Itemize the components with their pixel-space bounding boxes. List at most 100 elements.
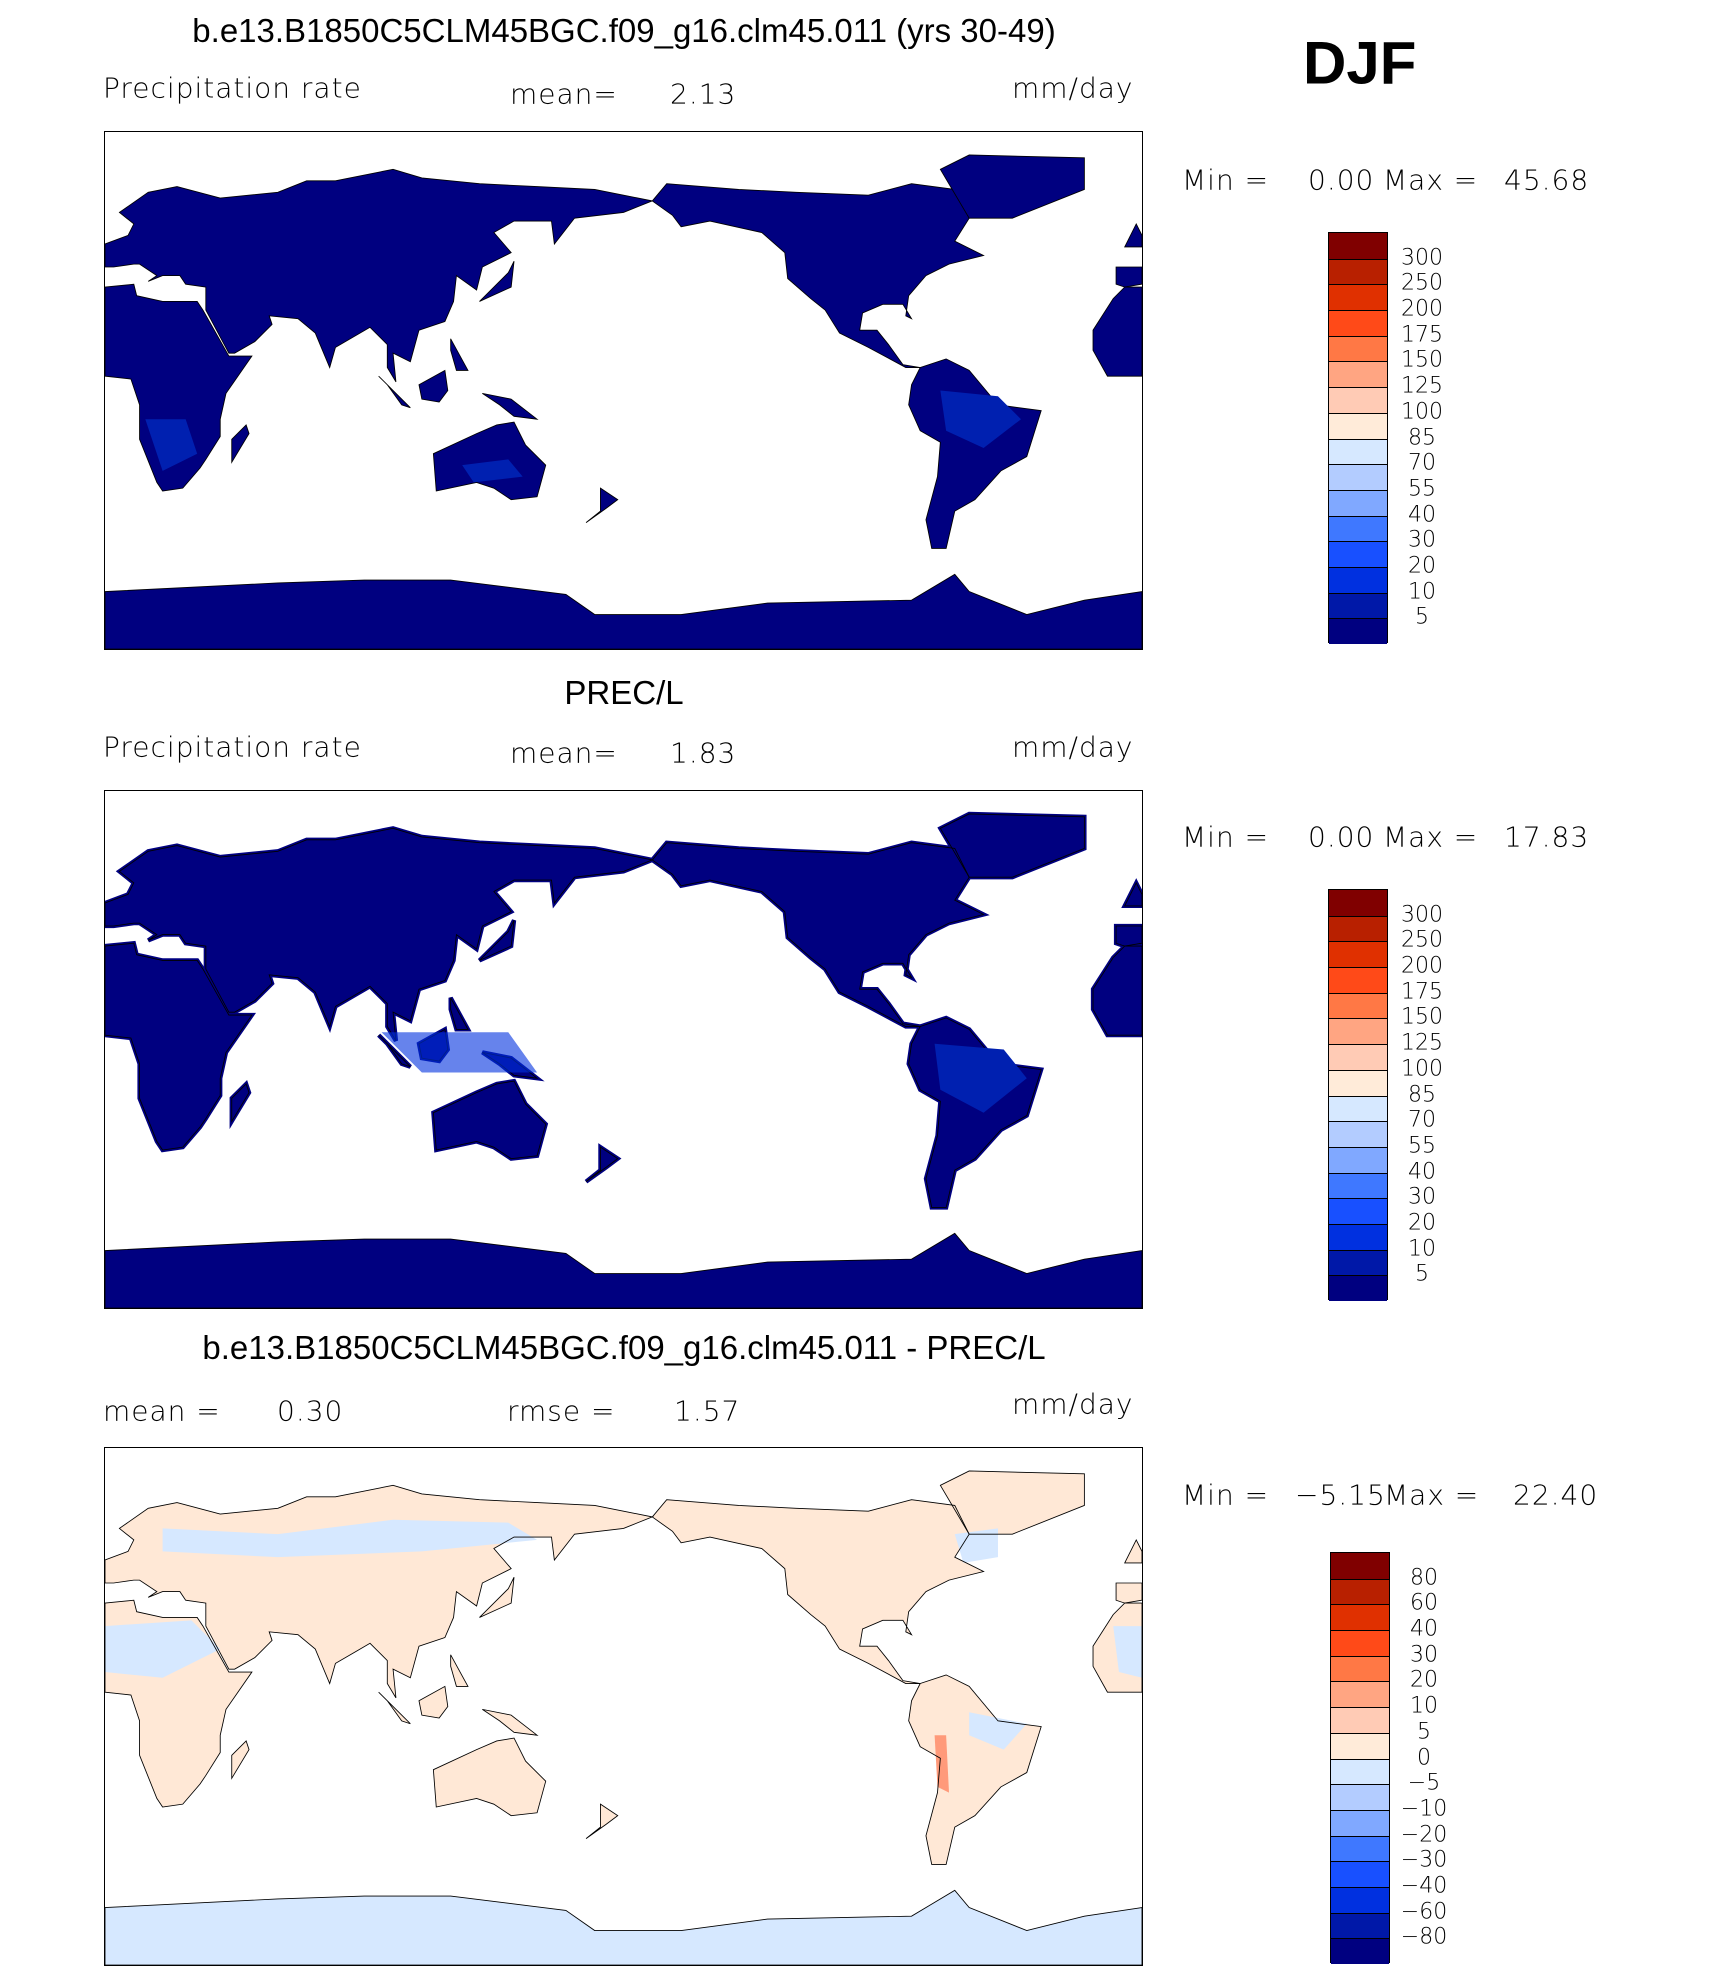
- panel3-mean-label: mean =: [103, 1394, 221, 1428]
- panel2-min-value: 0.00: [1308, 820, 1375, 854]
- precip-patch: [462, 459, 523, 483]
- colorbar-tick-label: −5: [1407, 1770, 1441, 1796]
- colorbar-tick-label: 55: [1408, 1133, 1436, 1159]
- positive-anomaly: [934, 1735, 950, 1793]
- colorbar-swatch: [1329, 1095, 1387, 1122]
- panel1-min-value: 0.00: [1308, 163, 1375, 197]
- colorbar-swatch: [1329, 992, 1387, 1019]
- colorbar-tick-label: 10: [1410, 1693, 1438, 1719]
- colorbar-tick-label: −10: [1400, 1796, 1448, 1822]
- colorbar-tick-label: 30: [1410, 1642, 1438, 1668]
- colorbar-swatch: [1329, 1146, 1387, 1173]
- colorbar-tick-label: 70: [1408, 450, 1436, 476]
- colorbar-tick-label: 10: [1408, 579, 1436, 605]
- colorbar-swatch: [1331, 1553, 1389, 1579]
- negative-anomaly: [162, 1519, 538, 1558]
- colorbar-tick-label: 175: [1401, 322, 1443, 348]
- colorbar-swatch: [1331, 1681, 1389, 1708]
- colorbar-tick-label: 300: [1401, 245, 1443, 271]
- panel2-units: mm/day: [1012, 730, 1134, 764]
- antarctica: [105, 1231, 1142, 1308]
- colorbar-tick-label: 100: [1401, 1056, 1443, 1082]
- colorbar-swatch: [1329, 310, 1387, 336]
- colorbar-tick-label: 0: [1417, 1745, 1431, 1770]
- panel1-colorbar: [1328, 232, 1388, 644]
- colorbar-tick-label: 40: [1408, 1159, 1436, 1185]
- colorbar-tick-label: −80: [1400, 1924, 1448, 1950]
- colorbar-swatch: [1329, 387, 1387, 413]
- colorbar-swatch: [1329, 1069, 1387, 1096]
- colorbar-swatch: [1329, 1018, 1387, 1045]
- panel2-mean-value: 1.83: [670, 736, 737, 770]
- negative-anomaly: [954, 1528, 998, 1563]
- negative-anomaly: [1113, 1626, 1142, 1678]
- panel1-units: mm/day: [1012, 71, 1134, 105]
- colorbar-tick-label: 20: [1408, 553, 1436, 579]
- precip-patch: [934, 1043, 1027, 1113]
- colorbar-tick-label: 40: [1410, 1616, 1438, 1642]
- panel1-min-label: Min =: [1182, 163, 1270, 197]
- colorbar-tick-label: 250: [1401, 927, 1443, 953]
- colorbar-swatch: [1329, 1121, 1387, 1147]
- colorbar-tick-label: −60: [1400, 1899, 1448, 1925]
- panel1-max-label: Max =: [1383, 163, 1479, 197]
- colorbar-swatch: [1329, 890, 1387, 916]
- colorbar-tick-label: 30: [1408, 527, 1436, 553]
- colorbar-tick-label: 125: [1401, 1030, 1443, 1056]
- panel1-mean-label: mean=: [510, 77, 618, 111]
- colorbar-swatch: [1329, 489, 1387, 516]
- colorbar-swatch: [1331, 1861, 1389, 1887]
- colorbar-swatch: [1329, 941, 1387, 968]
- colorbar-swatch: [1329, 1044, 1387, 1070]
- colorbar-swatch: [1329, 541, 1387, 567]
- colorbar-swatch: [1331, 1912, 1389, 1939]
- colorbar-tick-label: −20: [1400, 1822, 1448, 1848]
- colorbar-swatch: [1331, 1809, 1389, 1836]
- panel1-title: b.e13.B1850C5CLM45BGC.f09_g16.clm45.011 …: [192, 12, 1056, 49]
- colorbar-swatch: [1329, 1198, 1387, 1224]
- panel2-mean-label: mean=: [510, 736, 618, 770]
- colorbar-swatch: [1329, 412, 1387, 439]
- colorbar-swatch: [1329, 233, 1387, 259]
- panel2-map: [104, 790, 1143, 1309]
- colorbar-tick-label: −30: [1400, 1847, 1448, 1873]
- land-mask: [105, 814, 1142, 1207]
- panel1-max-value: 45.68: [1504, 163, 1590, 197]
- colorbar-swatch: [1329, 967, 1387, 993]
- colorbar-tick-label: 55: [1408, 476, 1436, 502]
- colorbar-swatch: [1331, 1630, 1389, 1656]
- panel3-max-value: 22.40: [1513, 1478, 1599, 1512]
- panel3-max-label: Max =: [1384, 1478, 1480, 1512]
- precip-patch: [381, 1032, 538, 1073]
- colorbar-tick-label: 250: [1401, 270, 1443, 296]
- colorbar-swatch: [1329, 464, 1387, 490]
- colorbar-swatch: [1329, 284, 1387, 311]
- colorbar-tick-label: 20: [1410, 1667, 1438, 1693]
- colorbar-tick-label: 20: [1408, 1210, 1436, 1236]
- panel3-title: b.e13.B1850C5CLM45BGC.f09_g16.clm45.011 …: [202, 1329, 1046, 1366]
- colorbar-tick-label: 300: [1401, 902, 1443, 928]
- colorbar-tick-label: 150: [1401, 347, 1443, 373]
- panel3-min-value: −5.15: [1295, 1478, 1386, 1512]
- panel2-max-label: Max =: [1383, 820, 1479, 854]
- antarctica: [105, 572, 1142, 649]
- colorbar-tick-label: 60: [1410, 1590, 1438, 1616]
- colorbar-swatch: [1329, 915, 1387, 942]
- colorbar-swatch: [1331, 1655, 1389, 1682]
- colorbar-tick-label: 30: [1408, 1184, 1436, 1210]
- colorbar-tick-label: 200: [1401, 296, 1443, 322]
- panel3-min-label: Min =: [1182, 1478, 1270, 1512]
- colorbar-tick-label: 150: [1401, 1004, 1443, 1030]
- colorbar-tick-label: −40: [1400, 1873, 1448, 1899]
- land-mask: [105, 153, 1142, 550]
- colorbar-tick-label: 70: [1408, 1107, 1436, 1133]
- colorbar-tick-label: 40: [1408, 502, 1436, 528]
- panel3-colorbar: [1330, 1552, 1390, 1964]
- panel1-mean-value: 2.13: [670, 77, 737, 111]
- panel2-max-value: 17.83: [1504, 820, 1590, 854]
- colorbar-swatch: [1329, 592, 1387, 619]
- panel2-colorbar: [1328, 889, 1388, 1301]
- colorbar-tick-label: 5: [1417, 1719, 1431, 1745]
- colorbar-swatch: [1331, 1886, 1389, 1913]
- colorbar-swatch: [1331, 1732, 1389, 1759]
